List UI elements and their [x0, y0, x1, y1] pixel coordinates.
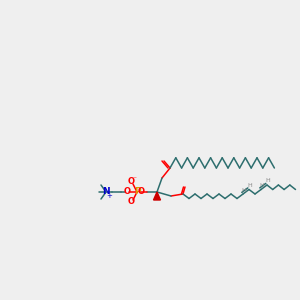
Text: O: O [128, 178, 134, 187]
Text: H: H [260, 183, 264, 188]
Text: +: + [106, 193, 112, 199]
Text: P: P [134, 188, 140, 196]
Text: ⁻: ⁻ [132, 175, 136, 184]
Text: H: H [248, 183, 252, 188]
Text: N: N [102, 188, 110, 196]
Text: H: H [242, 188, 246, 193]
Text: H: H [266, 178, 270, 184]
Polygon shape [154, 192, 160, 200]
Text: O: O [128, 197, 134, 206]
Text: O: O [124, 188, 130, 196]
Text: O: O [137, 187, 145, 196]
